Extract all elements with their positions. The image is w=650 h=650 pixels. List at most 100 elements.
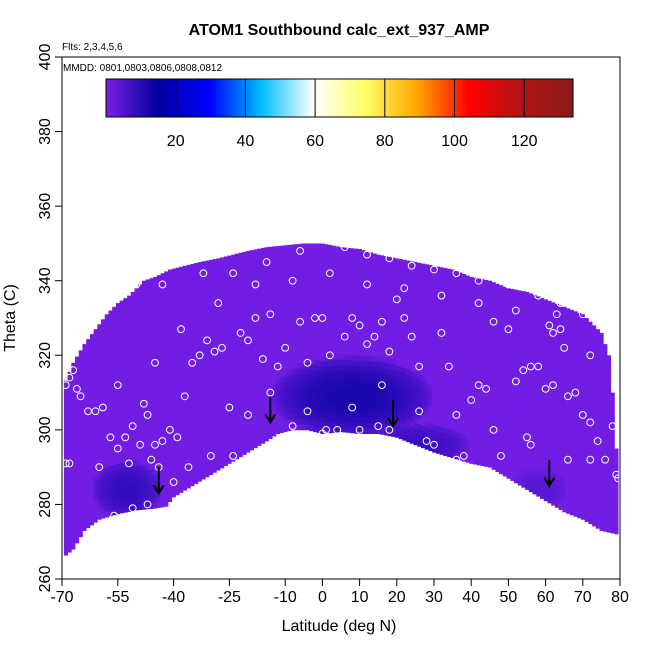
heatmap-cell	[476, 364, 481, 371]
heatmap-cell	[220, 462, 225, 469]
heatmap-cell	[357, 276, 362, 283]
heatmap-cell	[141, 330, 147, 337]
heatmap-cell	[190, 413, 195, 420]
heatmap-cell	[298, 340, 303, 347]
heatmap-cell	[521, 476, 526, 483]
heatmap-cell	[480, 381, 485, 388]
heatmap-cell	[201, 439, 206, 446]
heatmap-cell	[428, 355, 433, 362]
heatmap-cell	[253, 291, 258, 298]
heatmap-cell	[532, 376, 537, 383]
heatmap-cell	[115, 340, 121, 347]
heatmap-cell	[78, 357, 83, 364]
heatmap-cell	[409, 353, 414, 360]
heatmap-cell	[223, 387, 228, 394]
heatmap-cell	[331, 376, 336, 383]
heatmap-cell	[473, 408, 478, 415]
heatmap-cell	[439, 364, 444, 371]
heatmap-cell	[495, 320, 500, 327]
heatmap-cell	[268, 293, 273, 300]
heatmap-cell	[182, 400, 188, 407]
heatmap-cell	[89, 424, 95, 431]
heatmap-cell	[368, 405, 374, 412]
heatmap-cell	[141, 414, 147, 421]
heatmap-cell	[242, 376, 247, 383]
heatmap-cell	[115, 424, 121, 431]
heatmap-cell	[439, 404, 444, 411]
heatmap-cell	[383, 401, 388, 408]
heatmap-cell	[160, 367, 165, 374]
heatmap-cell	[75, 386, 80, 393]
heatmap-cell	[220, 367, 225, 374]
heatmap-cell	[108, 454, 113, 461]
heatmap-cell	[428, 411, 433, 418]
heatmap-cell	[551, 382, 556, 389]
heatmap-cell	[164, 444, 169, 451]
heatmap-cell	[580, 502, 586, 509]
heatmap-cell	[350, 309, 355, 316]
heatmap-cell	[253, 386, 258, 393]
heatmap-cell	[234, 274, 240, 281]
heatmap-cell	[104, 422, 109, 429]
heatmap-cell	[290, 306, 295, 313]
heatmap-cell	[186, 376, 191, 383]
heatmap-cell	[447, 288, 452, 295]
heatmap-cell	[309, 285, 314, 292]
heatmap-cell	[249, 338, 254, 345]
heatmap-cell	[127, 455, 132, 462]
heatmap-cell	[357, 321, 362, 328]
heatmap-cell	[435, 335, 440, 342]
heatmap-cell	[443, 349, 448, 356]
heatmap-cell	[149, 480, 154, 487]
heatmap-cell	[473, 301, 478, 308]
heatmap-cell	[316, 253, 321, 260]
heatmap-cell	[164, 383, 169, 390]
heatmap-cell	[577, 450, 582, 457]
heatmap-cell	[268, 253, 273, 260]
heatmap-cell	[190, 329, 195, 336]
heatmap-cell	[179, 358, 184, 365]
heatmap-cell	[491, 312, 496, 319]
heatmap-cell	[290, 424, 295, 431]
heatmap-cell	[112, 352, 117, 359]
heatmap-cell	[186, 370, 191, 377]
heatmap-cell	[234, 403, 240, 410]
heatmap-cell	[156, 395, 161, 402]
heatmap-cell	[424, 315, 429, 322]
heatmap-cell	[242, 269, 247, 276]
heatmap-cell	[220, 333, 225, 340]
heatmap-cell	[454, 380, 459, 387]
heatmap-cell	[447, 395, 452, 402]
heatmap-cell	[186, 454, 191, 461]
heatmap-cell	[104, 349, 109, 356]
heatmap-cell	[361, 349, 366, 356]
heatmap-cell	[357, 304, 362, 311]
heatmap-cell	[305, 390, 310, 397]
heatmap-cell	[119, 311, 124, 318]
heatmap-cell	[171, 413, 176, 420]
heatmap-cell	[435, 266, 440, 270]
heatmap-cell	[197, 352, 202, 359]
heatmap-cell	[290, 385, 295, 392]
heatmap-cell	[194, 444, 199, 451]
heatmap-cell	[305, 340, 310, 347]
heatmap-cell	[339, 342, 344, 349]
heatmap-cell	[376, 304, 381, 311]
heatmap-cell	[417, 367, 422, 374]
heatmap-cell	[562, 416, 567, 423]
heatmap-cell	[208, 318, 214, 324]
heatmap-cell	[324, 326, 329, 333]
heatmap-cell	[127, 388, 132, 395]
heatmap-cell	[554, 490, 560, 497]
heatmap-cell	[487, 310, 493, 317]
heatmap-cell	[290, 267, 295, 274]
heatmap-cell	[212, 444, 217, 451]
heatmap-cell	[89, 379, 95, 386]
heatmap-cell	[75, 397, 80, 404]
heatmap-cell	[428, 327, 433, 334]
heatmap-cell	[104, 388, 109, 395]
heatmap-cell	[287, 290, 292, 297]
heatmap-cell	[160, 350, 165, 357]
heatmap-cell	[283, 297, 288, 304]
heatmap-cell	[361, 372, 366, 379]
